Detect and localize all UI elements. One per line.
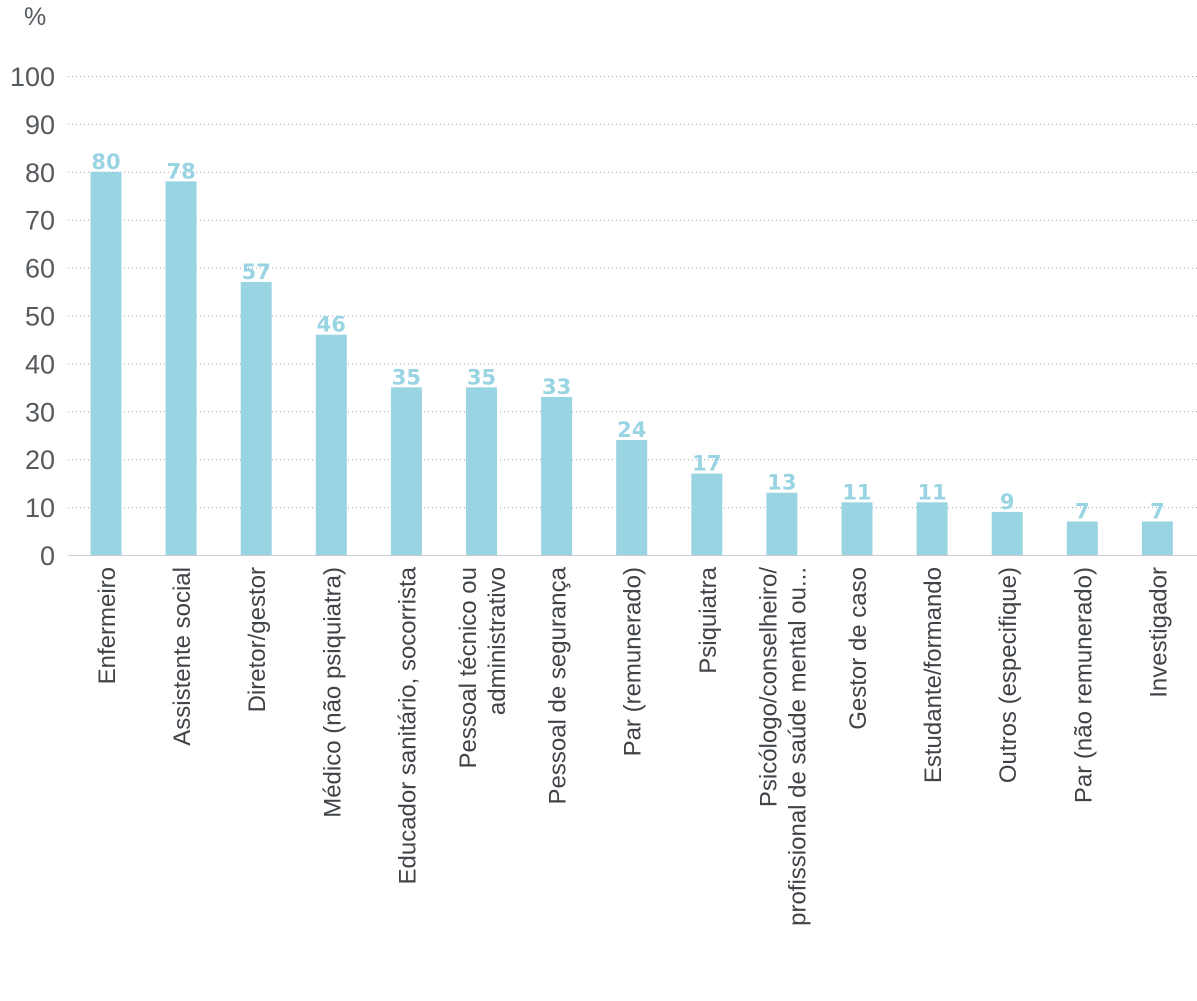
bar [841, 502, 873, 555]
category-label: Investigador [1145, 567, 1172, 698]
bar [991, 511, 1023, 555]
data-label: 17 [692, 452, 721, 476]
y-axis-ticks: 0 10 20 30 40 50 60 70 80 90 100 [10, 62, 55, 571]
data-label: 11 [917, 480, 946, 504]
data-labels: 80 78 57 46 35 35 33 24 17 13 11 11 9 7 7 [91, 150, 1164, 524]
category-label: Outros (especifique) [995, 567, 1022, 783]
category-label: Estudante/formando [920, 567, 947, 783]
bar [1141, 521, 1173, 555]
data-label: 78 [166, 159, 195, 183]
data-label: 7 [1150, 499, 1165, 523]
bar [315, 334, 347, 555]
category-label: Psiquiatra [695, 566, 722, 673]
category-label: Psicólogo/conselheiro/ [755, 567, 782, 807]
data-label: 80 [91, 150, 120, 174]
category-label: administrativo [484, 567, 511, 715]
data-label: 35 [467, 365, 496, 389]
data-label: 57 [242, 260, 271, 284]
y-tick-label: 50 [25, 302, 55, 332]
data-label: 35 [392, 365, 421, 389]
y-tick-label: 90 [25, 110, 55, 140]
y-tick-label: 0 [40, 541, 55, 571]
category-label: Par (remunerado) [620, 567, 647, 756]
bar [616, 440, 648, 555]
category-label: Educador sanitário, socorrista [394, 566, 421, 884]
data-label: 46 [317, 313, 346, 337]
category-label: Par (não remunerado) [1070, 567, 1097, 803]
bar [165, 181, 197, 555]
y-tick-label: 70 [25, 206, 55, 236]
data-label: 7 [1075, 499, 1090, 523]
y-tick-label: 10 [25, 493, 55, 523]
y-tick-label: 100 [10, 62, 55, 92]
bar [541, 396, 573, 555]
y-axis-unit-label: % [24, 3, 46, 31]
y-tick-label: 40 [25, 349, 55, 379]
bars [90, 171, 1173, 556]
bar [766, 492, 798, 555]
category-label: Assistente social [169, 567, 196, 746]
data-label: 13 [767, 471, 796, 495]
bar [240, 281, 272, 555]
bar [1066, 521, 1098, 555]
category-label: Diretor/gestor [244, 567, 271, 712]
data-label: 24 [617, 418, 646, 442]
category-labels: Enfermeiro Assistente social Diretor/gesto… [94, 566, 1172, 926]
y-tick-label: 30 [25, 397, 55, 427]
bar [90, 171, 122, 556]
bar [916, 502, 948, 555]
y-tick-label: 60 [25, 254, 55, 284]
category-label: profissional de saúde mental ou... [784, 567, 811, 926]
category-label: Pessoal de segurança [545, 566, 572, 804]
data-label: 9 [1000, 490, 1015, 514]
category-label: Pessoal técnico ou [455, 567, 482, 768]
bar [691, 473, 723, 555]
data-label: 33 [542, 375, 571, 399]
category-label: Enfermeiro [94, 567, 121, 684]
bar [466, 387, 497, 555]
y-tick-label: 20 [25, 445, 55, 475]
category-label: Gestor de caso [845, 567, 872, 730]
data-label: 11 [842, 480, 871, 504]
category-label: Médico (não psiquiatra) [319, 567, 346, 818]
bar [390, 387, 422, 555]
y-tick-label: 80 [25, 158, 55, 188]
